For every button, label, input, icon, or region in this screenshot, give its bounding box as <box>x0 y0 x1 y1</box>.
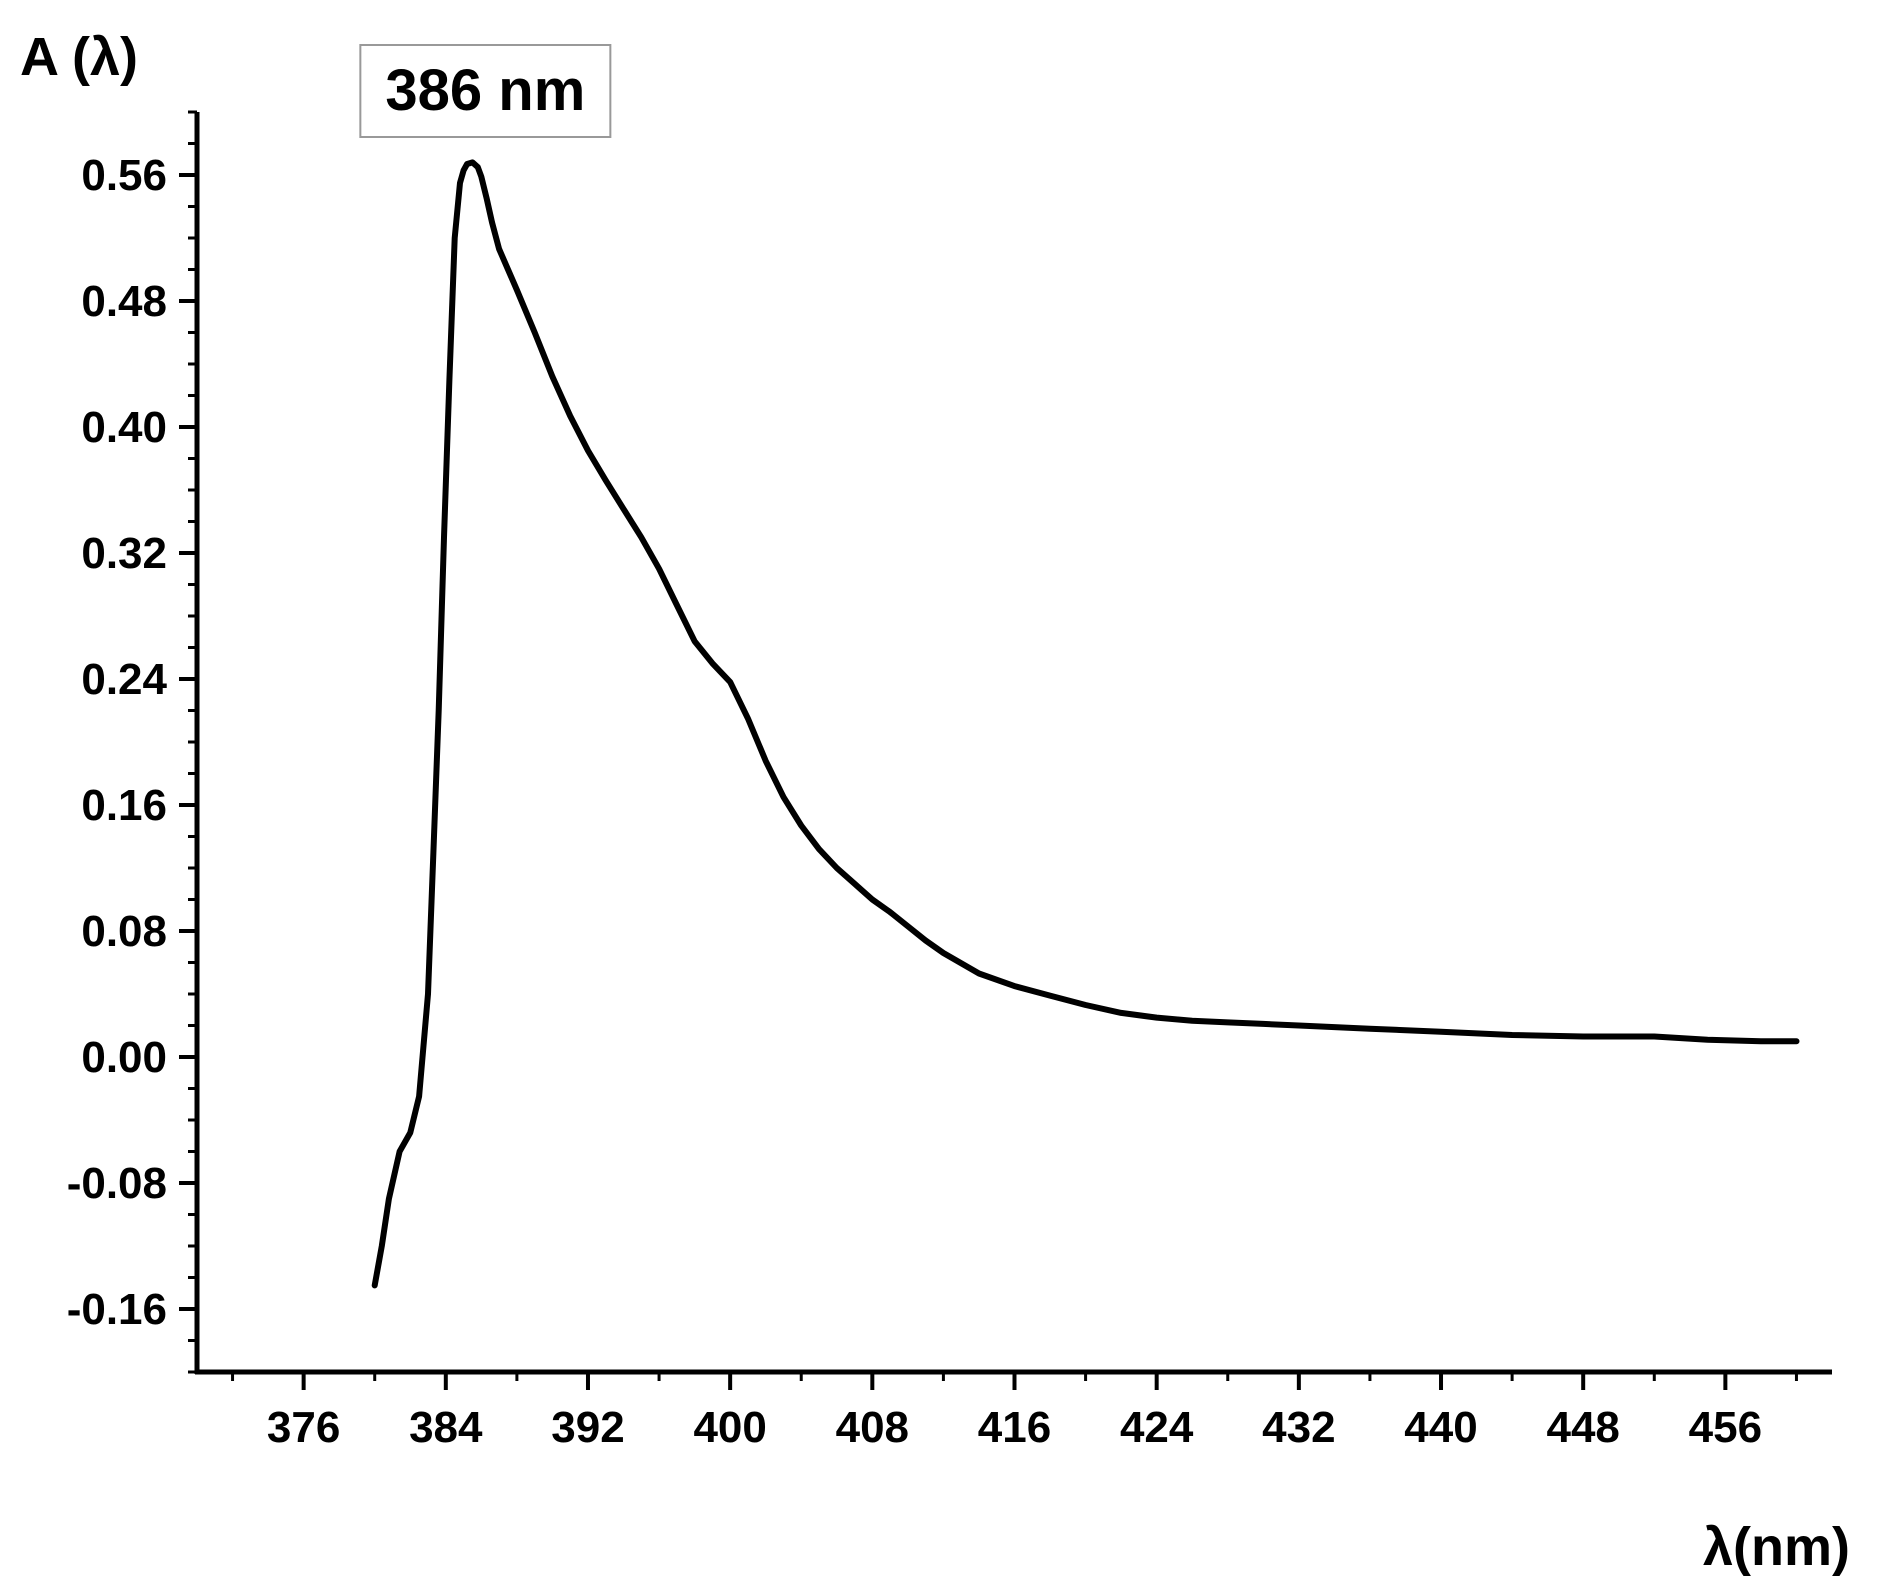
y-ticks: -0.16 -0.08 0.00 0.08 0.16 0.24 0.32 0.40 0.48 0.… <box>67 110 197 1374</box>
x-ticks: 376 384 392 400 408 416 424 432 440 448 456 <box>231 1372 1798 1452</box>
x-tick-label: 448 <box>1546 1403 1619 1452</box>
annotation-label: 386 nm <box>385 58 585 123</box>
y-tick-label: 0.24 <box>81 655 167 704</box>
x-tick-label: 456 <box>1689 1403 1762 1452</box>
x-tick-label: 376 <box>267 1403 340 1452</box>
y-axis-title: A (λ) <box>20 27 138 87</box>
x-tick-label: 424 <box>1120 1403 1194 1452</box>
annotation-layer: 386 nm <box>359 44 612 138</box>
x-tick-label: 416 <box>978 1403 1051 1452</box>
y-tick-label: -0.08 <box>67 1159 167 1208</box>
y-tick-label: 0.16 <box>81 781 167 830</box>
y-tick-label: 0.00 <box>81 1033 167 1082</box>
series-line-0 <box>371 159 1800 1289</box>
axes <box>194 112 1832 1375</box>
series-layer <box>371 159 1800 1289</box>
y-tick-label: 0.40 <box>81 403 167 452</box>
y-tick-label: 0.48 <box>81 277 167 326</box>
x-tick-label: 440 <box>1404 1403 1477 1452</box>
x-tick-label: 384 <box>409 1403 483 1452</box>
peak-annotation: 386 nm <box>359 44 612 138</box>
x-tick-label: 392 <box>551 1403 624 1452</box>
y-tick-label: -0.16 <box>67 1285 167 1334</box>
x-tick-label: 432 <box>1262 1403 1335 1452</box>
x-tick-label: 408 <box>836 1403 909 1452</box>
annotation-box <box>359 44 612 138</box>
x-axis-title: λ(nm) <box>1703 1517 1850 1577</box>
y-tick-label: 0.32 <box>81 529 167 578</box>
x-tick-label: 400 <box>693 1403 766 1452</box>
y-tick-label: 0.08 <box>81 907 167 956</box>
y-tick-label: 0.56 <box>81 151 167 200</box>
